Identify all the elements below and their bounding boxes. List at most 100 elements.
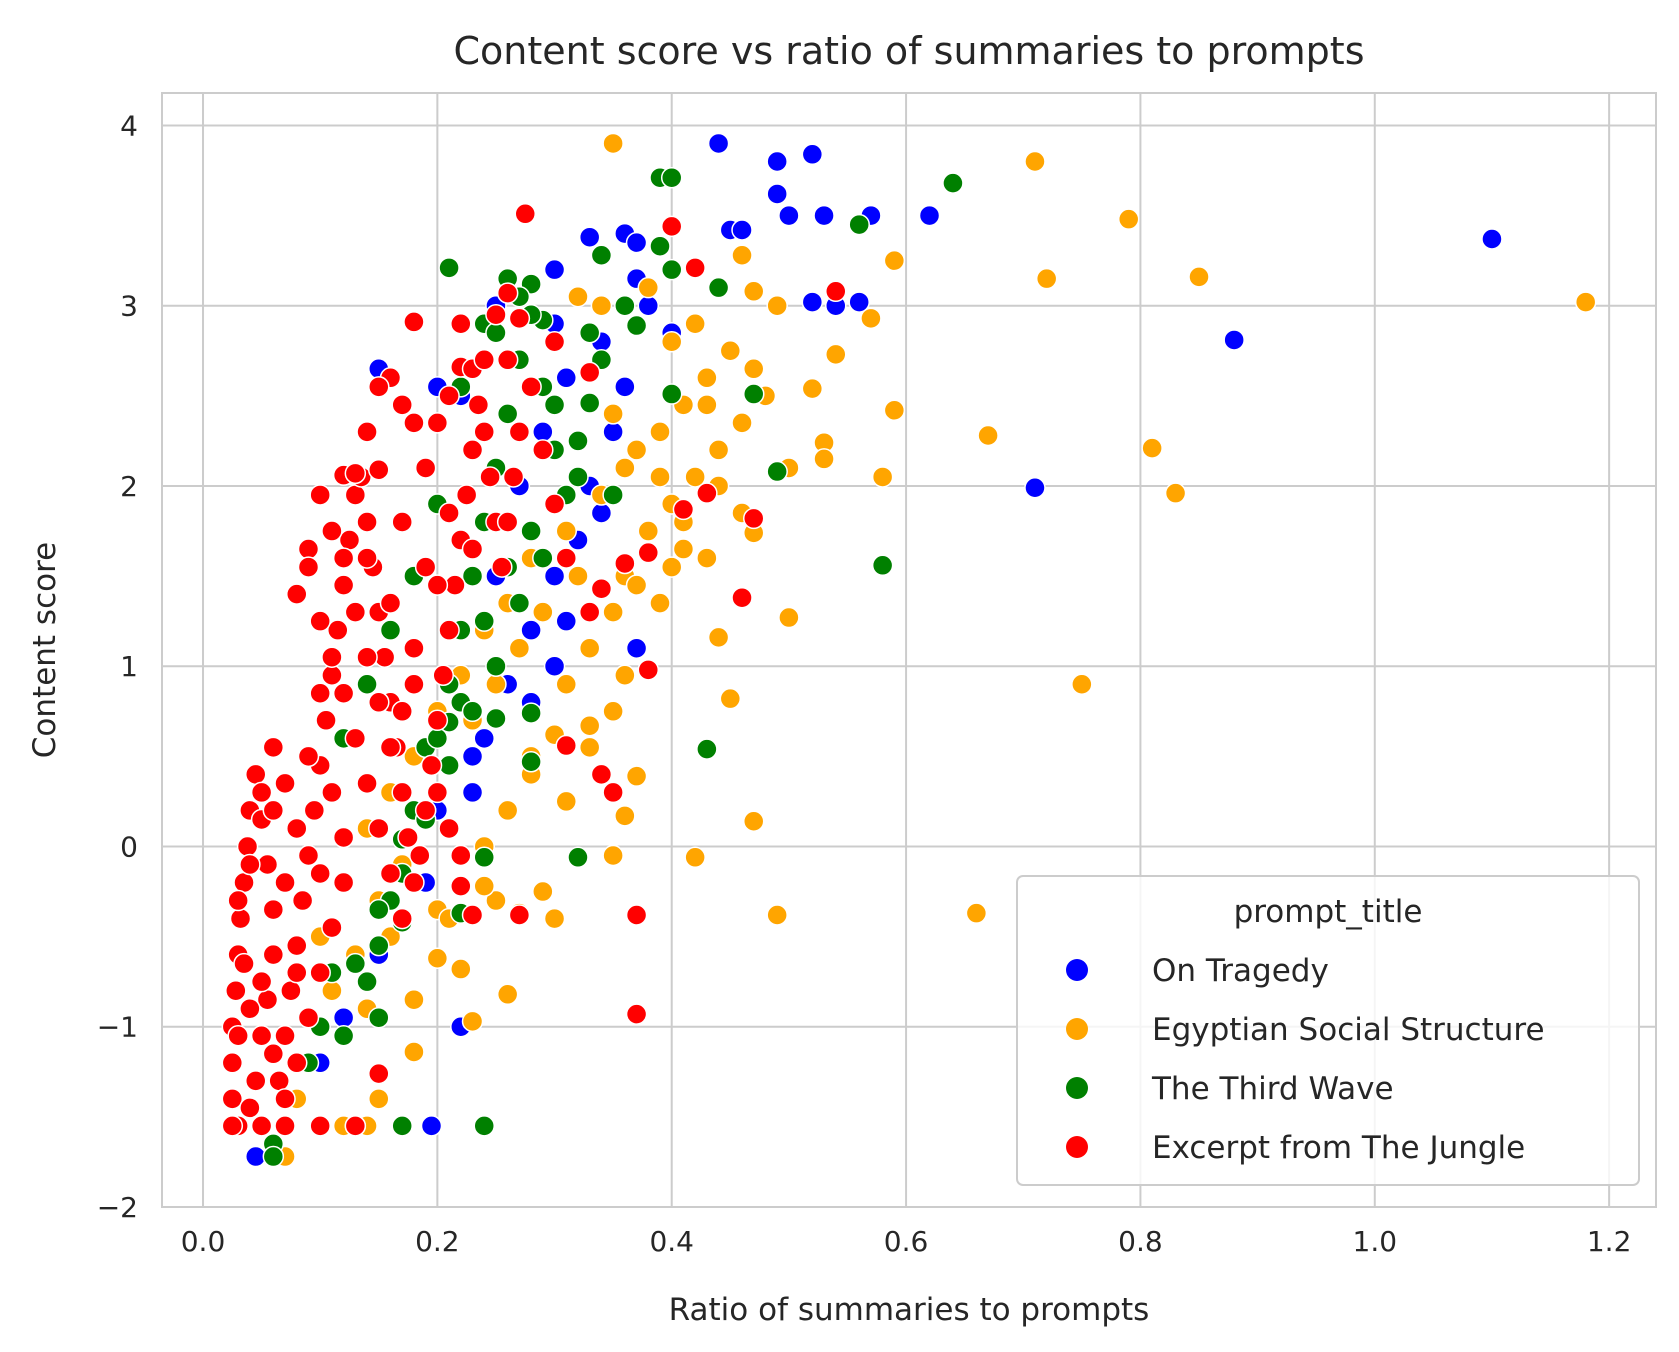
data-point	[496, 511, 519, 533]
data-point	[637, 541, 660, 564]
data-point	[496, 282, 519, 304]
data-point	[426, 709, 449, 732]
data-point	[825, 343, 847, 366]
data-point	[731, 412, 753, 434]
data-point	[309, 682, 331, 705]
data-point	[684, 846, 706, 869]
x-tick-label: 0.6	[884, 1225, 929, 1258]
data-point	[233, 952, 255, 975]
legend-title: prompt_title	[1234, 894, 1423, 930]
data-point	[332, 682, 355, 705]
data-point	[338, 529, 361, 551]
data-point	[391, 1115, 413, 1137]
data-point	[403, 988, 425, 1011]
data-point	[321, 979, 343, 1002]
data-point	[286, 1052, 308, 1074]
data-point	[250, 1115, 273, 1137]
data-point	[496, 799, 519, 822]
data-point	[356, 772, 378, 795]
data-point	[391, 700, 413, 723]
data-point	[414, 799, 437, 822]
data-point	[368, 376, 390, 398]
y-tick-label: 0	[120, 830, 138, 863]
data-point	[801, 291, 824, 313]
data-point	[742, 810, 765, 832]
data-point	[221, 1115, 244, 1137]
chart-title: Content score vs ratio of summaries to p…	[453, 29, 1364, 73]
data-point	[274, 1025, 296, 1047]
data-point	[438, 257, 460, 279]
data-point	[1024, 150, 1046, 173]
data-point	[473, 1115, 495, 1137]
data-point	[479, 466, 501, 488]
data-point	[578, 226, 601, 248]
data-point	[532, 880, 554, 903]
data-point	[344, 727, 367, 750]
data-point	[555, 610, 578, 632]
data-point	[520, 751, 542, 773]
data-point	[485, 321, 507, 344]
data-point	[590, 502, 613, 524]
data-point	[696, 547, 718, 569]
series-excerpt-from-the-jungle	[221, 203, 847, 1137]
data-point	[356, 511, 378, 533]
x-axis-label: Ratio of summaries to prompts	[669, 1292, 1150, 1328]
data-point	[256, 988, 279, 1011]
legend-label: Excerpt from The Jungle	[1152, 1130, 1525, 1166]
data-point	[368, 817, 390, 840]
data-point	[860, 307, 882, 330]
data-point	[332, 826, 355, 849]
data-point	[649, 592, 671, 614]
data-point	[239, 997, 261, 1020]
y-tick-label: 1	[120, 650, 138, 683]
data-point	[239, 853, 261, 876]
data-point	[1574, 291, 1597, 313]
data-point	[473, 421, 495, 443]
legend-marker	[1066, 959, 1088, 981]
data-point	[309, 961, 331, 984]
data-point	[871, 466, 894, 488]
data-point	[543, 394, 566, 416]
data-point	[578, 736, 601, 759]
data-point	[461, 538, 484, 560]
x-tick-label: 1.2	[1587, 1225, 1632, 1258]
data-point	[766, 460, 788, 483]
data-point	[297, 1006, 320, 1029]
x-tick-label: 0.2	[415, 1225, 460, 1258]
data-point	[332, 1025, 355, 1047]
data-point	[309, 862, 331, 885]
data-point	[356, 970, 378, 993]
data-point	[602, 844, 624, 867]
data-point	[543, 907, 566, 930]
data-point	[707, 132, 730, 155]
data-point	[883, 249, 906, 272]
data-point	[356, 547, 378, 569]
data-point	[491, 556, 513, 578]
data-point	[555, 547, 578, 569]
data-point	[344, 1115, 367, 1137]
data-point	[567, 565, 589, 587]
data-point	[297, 556, 320, 578]
data-point	[766, 904, 788, 926]
data-point	[461, 904, 484, 926]
data-point	[614, 805, 636, 827]
data-point	[848, 291, 870, 313]
data-point	[508, 421, 531, 443]
data-point	[543, 331, 566, 353]
data-point	[578, 361, 601, 384]
data-point	[426, 727, 449, 750]
data-point	[409, 844, 431, 867]
legend: prompt_title On Tragedy Egyptian Social S…	[1016, 875, 1640, 1186]
data-point	[332, 547, 355, 569]
data-point	[286, 583, 308, 605]
data-point	[590, 577, 613, 600]
data-point	[244, 1070, 267, 1092]
data-point	[672, 498, 695, 521]
data-point	[1188, 266, 1210, 288]
data-point	[590, 244, 613, 266]
data-point	[450, 875, 472, 897]
data-point	[567, 285, 589, 308]
data-point	[625, 439, 648, 461]
data-point	[262, 736, 285, 759]
data-point	[543, 493, 566, 515]
